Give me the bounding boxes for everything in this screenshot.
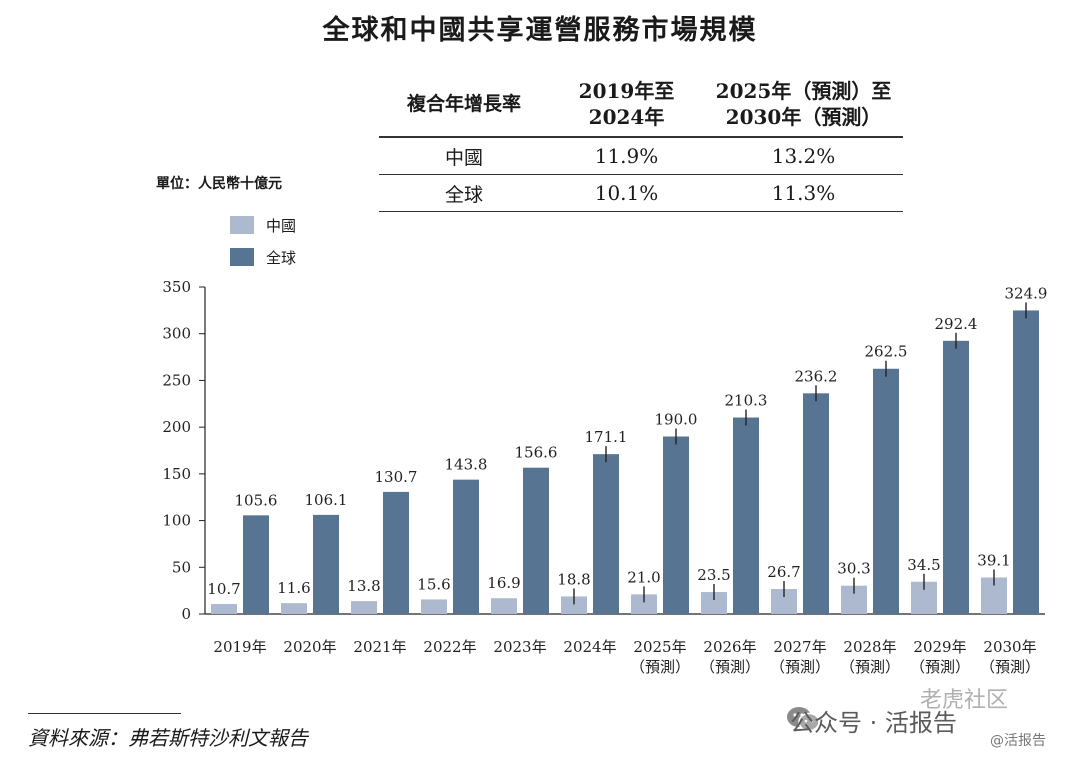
x-tick-label: 2027年: [773, 638, 826, 656]
bar-global: [453, 479, 479, 614]
watermark-handle: @活报告: [990, 733, 1046, 749]
data-label-global: 156.6: [515, 444, 558, 462]
cagr-value: 10.1%: [549, 174, 704, 212]
x-tick-label: 2021年: [353, 638, 406, 656]
legend-label-global: 全球: [266, 248, 297, 267]
bar-global: [873, 368, 899, 614]
watermark-account: 公众号 · 活报告: [790, 709, 957, 737]
bar-global: [383, 491, 409, 614]
bar-china: [421, 599, 447, 614]
data-label-global: 130.7: [375, 468, 418, 486]
y-tick-label: 250: [162, 371, 191, 389]
legend-item-china: 中國: [230, 209, 296, 241]
bar-china: [561, 596, 587, 614]
data-label-china: 13.8: [347, 577, 380, 595]
data-label-china: 15.6: [417, 575, 450, 593]
y-tick-label: 150: [162, 465, 191, 483]
bar-global: [943, 340, 969, 614]
x-tick-label: （預測）: [630, 658, 690, 676]
bar-global: [593, 454, 619, 614]
data-label-global: 190.0: [655, 410, 698, 428]
bar-global: [523, 467, 549, 614]
y-tick-label: 100: [162, 512, 191, 530]
bar-global: [663, 436, 689, 614]
bar-china: [281, 603, 307, 614]
x-tick-label: 2026年: [703, 638, 756, 656]
data-label-global: 105.6: [235, 491, 278, 509]
x-tick-label: 2025年: [633, 638, 686, 656]
cagr-row-global: 全球 10.1% 11.3%: [379, 174, 903, 212]
data-label-china: 11.6: [277, 579, 310, 597]
cagr-header-label: 複合年增長率: [379, 72, 549, 138]
x-tick-label: （預測）: [840, 658, 900, 676]
data-label-china: 34.5: [907, 556, 940, 574]
data-label-global: 236.2: [795, 367, 838, 385]
wechat-icon: [787, 707, 820, 732]
cagr-value: 13.2%: [704, 137, 903, 175]
bar-china: [351, 601, 377, 614]
data-label-china: 23.5: [697, 566, 730, 584]
data-label-global: 143.8: [445, 456, 488, 474]
x-tick-label: 2030年: [983, 638, 1036, 656]
cagr-row-label: 全球: [379, 174, 549, 212]
x-tick-label: 2024年: [563, 638, 616, 656]
bar-global: [1013, 310, 1039, 614]
bar-china: [491, 598, 517, 614]
x-tick-label: （預測）: [910, 658, 970, 676]
unit-label: 單位：人民幣十億元: [156, 176, 282, 192]
bar-global: [313, 514, 339, 614]
cagr-header-row: 複合年增長率 2019年至 2024年 2025年（預測）至 2030年（預測）: [379, 72, 903, 138]
x-tick-label: 2020年: [283, 638, 336, 656]
x-tick-label: （預測）: [770, 658, 830, 676]
bar-china: [631, 594, 657, 614]
source-divider: [28, 713, 181, 714]
y-tick-label: 200: [162, 418, 191, 436]
legend-swatch-global: [230, 248, 254, 266]
legend: 中國 全球: [230, 209, 296, 273]
cagr-row-china: 中國 11.9% 13.2%: [379, 137, 903, 175]
bar-global: [803, 393, 829, 614]
y-tick-label: 50: [172, 558, 191, 576]
cagr-header-period1: 2019年至 2024年: [549, 72, 704, 138]
data-label-global: 292.4: [935, 315, 978, 333]
x-tick-label: 2023年: [493, 638, 546, 656]
data-label-china: 21.0: [627, 568, 660, 586]
data-label-global: 324.9: [1005, 284, 1048, 302]
legend-label-china: 中國: [266, 216, 297, 235]
cagr-table: 複合年增長率 2019年至 2024年 2025年（預測）至 2030年（預測） 中…: [379, 72, 903, 212]
data-label-china: 39.1: [977, 551, 1010, 569]
data-label-china: 30.3: [837, 560, 870, 578]
cagr-value: 11.3%: [704, 174, 903, 212]
data-label-global: 171.1: [585, 428, 628, 446]
cagr-value: 11.9%: [549, 137, 704, 175]
x-tick-label: 2028年: [843, 638, 896, 656]
y-tick-label: 0: [181, 605, 191, 623]
x-tick-label: 2022年: [423, 638, 476, 656]
bar-china: [701, 592, 727, 614]
cagr-header-period2: 2025年（預測）至 2030年（預測）: [704, 72, 903, 138]
data-label-global: 210.3: [725, 392, 768, 410]
bar-global: [733, 417, 759, 614]
data-label-china: 10.7: [207, 580, 240, 598]
data-label-china: 16.9: [487, 574, 520, 592]
watermark-brand: 老虎社区: [920, 688, 1009, 713]
source-note: 資料來源：弗若斯特沙利文報告: [28, 726, 308, 750]
x-tick-label: （預測）: [700, 658, 760, 676]
y-tick-label: 350: [162, 278, 191, 296]
x-tick-label: （預測）: [980, 658, 1040, 676]
data-label-china: 18.8: [557, 570, 590, 588]
y-tick-label: 300: [162, 325, 191, 343]
cagr-row-label: 中國: [379, 137, 549, 175]
data-label-china: 26.7: [767, 563, 800, 581]
chart-title: 全球和中國共享運營服務市場規模: [322, 15, 758, 46]
x-tick-label: 2019年: [213, 638, 266, 656]
x-tick-label: 2029年: [913, 638, 966, 656]
bar-china: [211, 604, 237, 614]
bar-global: [243, 515, 269, 614]
data-label-global: 262.5: [865, 343, 908, 361]
data-label-global: 106.1: [305, 491, 348, 509]
legend-swatch-china: [230, 216, 254, 234]
legend-item-global: 全球: [230, 241, 296, 273]
